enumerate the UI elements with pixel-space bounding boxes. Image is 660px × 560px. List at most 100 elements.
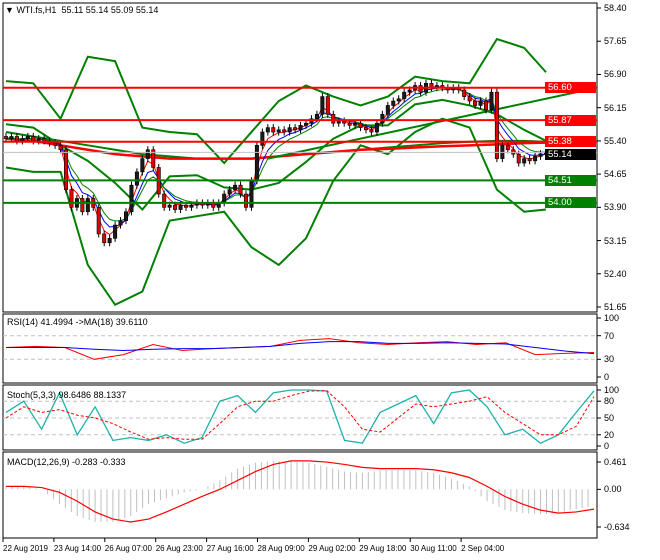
resistance-price-label: 55.38 (545, 136, 596, 148)
candle-body (331, 114, 336, 124)
candle-body (298, 125, 303, 131)
price-tick-label: 56.15 (604, 102, 627, 113)
candle-body (69, 189, 74, 208)
candle-body (58, 145, 63, 151)
candle-body (178, 204, 183, 210)
candle-body (25, 136, 30, 139)
candle-body (353, 122, 358, 126)
stoch-tick-label: 80 (604, 396, 615, 407)
time-tick-label: 2 Sep 04:00 (461, 544, 505, 553)
candle-body (325, 96, 330, 115)
ma-slow (5, 88, 547, 222)
candle-body (102, 233, 107, 244)
candle-body (113, 224, 118, 239)
candle-body (238, 184, 243, 195)
candle-body (184, 204, 189, 208)
candle-body (80, 198, 85, 213)
macd-tick-label: 0.00 (604, 484, 622, 495)
candle-body (538, 153, 543, 157)
candle-body (478, 100, 483, 106)
candle-body (107, 238, 112, 244)
price-tick-label: 56.90 (604, 69, 627, 80)
time-tick-label: 29 Aug 18:00 (359, 544, 407, 553)
price-tick-label: 57.65 (604, 36, 627, 47)
panel-frame-0 (2, 2, 598, 313)
macd-title: MACD(12,26,9) -0.283 -0.333 (7, 457, 126, 467)
candle-body (314, 114, 319, 120)
candle-body (42, 138, 47, 142)
time-tick-label: 28 Aug 09:00 (257, 544, 305, 553)
candle-body (467, 96, 472, 102)
symbol-label: WTI.fs,H1 (16, 5, 57, 15)
candle-body (85, 198, 90, 213)
stoch-k-line (5, 389, 595, 444)
candle-body (483, 100, 488, 111)
candle-body (287, 127, 292, 133)
candle-body (505, 145, 510, 151)
stoch-tick-label: 20 (604, 429, 615, 440)
candle-body (396, 98, 401, 102)
candle-body (151, 149, 156, 168)
candle-body (369, 129, 374, 133)
candle-body (167, 204, 172, 208)
price-tick-label: 54.65 (604, 169, 627, 180)
price-tick-label: 55.40 (604, 135, 627, 146)
panel-frame-3 (2, 451, 598, 539)
panel-frame-1 (2, 313, 598, 384)
candle-body (96, 207, 101, 235)
rsi-tick-label: 30 (604, 354, 615, 365)
candle-body (320, 96, 325, 115)
candle-body (527, 158, 532, 162)
candle-body (36, 138, 41, 142)
macd-tick-label: -0.634 (604, 522, 630, 532)
candle-body (303, 122, 308, 126)
candle-body (462, 89, 467, 97)
candle-body (129, 184, 134, 213)
triangle-down-icon[interactable]: ▼ (5, 5, 14, 15)
price-tick-label: 52.40 (604, 268, 627, 279)
time-tick-label: 29 Aug 02:00 (308, 544, 356, 553)
candle-body (31, 136, 36, 142)
time-tick-label: 27 Aug 16:00 (206, 544, 254, 553)
candle-body (271, 127, 276, 133)
candle-body (134, 171, 139, 186)
rsi-ma-line (6, 341, 595, 355)
price-tick-label: 58.40 (604, 3, 627, 13)
support-price-label: 54.51 (545, 174, 596, 186)
time-tick-label: 26 Aug 07:00 (104, 544, 152, 553)
stoch-d-line (5, 390, 595, 440)
candle-body (342, 120, 347, 124)
chart-header: ▼ WTI.fs,H1 55.11 55.14 55.09 55.14 (5, 5, 158, 16)
candle-body (494, 91, 499, 159)
ohlc-readout: 55.11 55.14 55.09 55.14 (61, 5, 159, 15)
candle-body (140, 158, 145, 173)
candle-body (363, 127, 368, 131)
trendline (267, 86, 598, 160)
candle-body (374, 122, 379, 133)
time-tick-label: 23 Aug 14:00 (53, 544, 102, 553)
resistance-price-label: 56.60 (545, 82, 596, 94)
candle-body (293, 127, 298, 131)
candle-body (522, 158, 527, 164)
candle-body (227, 189, 232, 195)
candle-body (189, 204, 194, 208)
candle-body (4, 136, 9, 139)
candle-body (265, 127, 270, 133)
macd-signal-line (6, 460, 595, 523)
candle-body (407, 89, 412, 93)
stoch-tick-label: 0 (604, 441, 610, 451)
candle-body (233, 184, 238, 190)
candle-body (260, 131, 265, 146)
resistance-price-label: 55.87 (545, 114, 596, 126)
rsi-tick-label: 100 (604, 313, 620, 323)
candle-body (14, 136, 19, 142)
time-tick-label: 26 Aug 23:00 (155, 544, 203, 553)
candle-body (145, 149, 150, 159)
candle-body (533, 156, 538, 162)
support-price-label: 54.00 (545, 197, 596, 209)
bollinger-middle-band (5, 98, 547, 212)
candle-body (358, 122, 363, 128)
time-tick-label: 30 Aug 11:00 (410, 544, 457, 553)
candle-body (402, 91, 407, 100)
